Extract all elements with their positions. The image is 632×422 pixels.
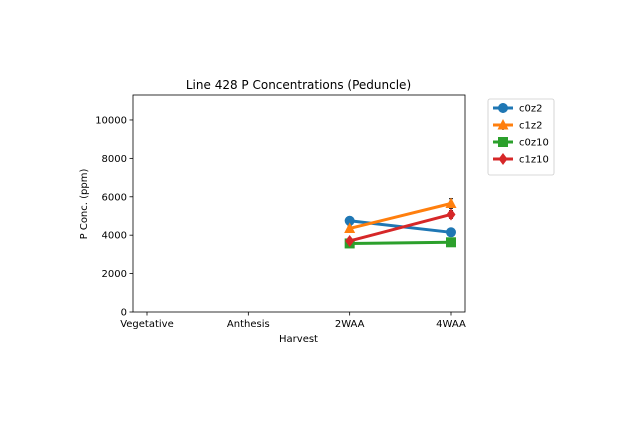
series-c1z2	[344, 197, 457, 233]
y-tick-label: 0	[121, 308, 127, 319]
plot-area: 0 2000 4000 6000 8000 10000 Vegetative Anthesis…	[95, 94, 466, 330]
legend-entry-c0z2: c0z2	[493, 103, 542, 115]
legend-entry-c0z10: c0z10	[493, 137, 549, 149]
y-tick-label: 10000	[95, 115, 127, 126]
series-line	[349, 202, 452, 230]
data-point	[344, 222, 356, 233]
data-point	[446, 208, 456, 221]
chart-title: Line 428 P Concentrations (Peduncle)	[186, 78, 411, 92]
legend-label: c0z2	[519, 104, 542, 115]
legend-marker	[498, 153, 508, 165]
y-tick-label: 8000	[102, 154, 127, 165]
x-tick-label: Anthesis	[227, 319, 270, 330]
axes-frame	[132, 94, 466, 313]
y-tick-label: 2000	[102, 269, 127, 280]
series-line	[349, 240, 452, 245]
x-tick-label: 4WAA	[436, 319, 466, 330]
legend-marker	[498, 137, 508, 147]
y-axis-label: P Conc. (ppm)	[79, 169, 90, 240]
data-point	[446, 227, 456, 238]
legend-label: c0z10	[519, 138, 549, 149]
legend-entry-c1z2: c1z2	[493, 119, 542, 132]
series-line	[349, 212, 452, 243]
data-point	[446, 237, 456, 248]
legend-marker	[497, 119, 509, 130]
data-point	[344, 215, 355, 226]
x-tick-label: 2WAA	[335, 319, 365, 330]
y-tick-label: 4000	[102, 231, 127, 242]
legend-label: c1z10	[519, 155, 549, 166]
legend-label: c1z2	[519, 121, 542, 132]
legend: c0z2 c1z2 c0z10 c1z10	[487, 98, 555, 176]
legend-entry-c1z10: c1z10	[493, 153, 549, 166]
data-point	[345, 234, 355, 247]
legend-marker	[498, 103, 508, 113]
x-axis-label: Harvest	[279, 334, 318, 345]
y-tick-label: 6000	[102, 192, 127, 203]
data-point	[445, 197, 457, 208]
x-tick-label: Vegetative	[120, 319, 174, 330]
series-c1z10	[345, 208, 456, 247]
